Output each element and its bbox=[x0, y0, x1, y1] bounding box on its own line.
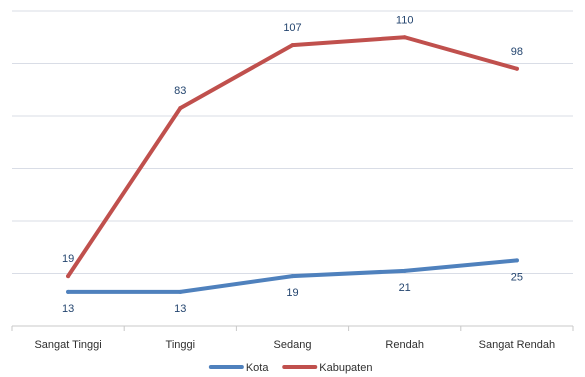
data-point bbox=[178, 106, 183, 111]
data-point bbox=[178, 289, 183, 294]
data-point bbox=[66, 274, 71, 279]
x-tick-label: Tinggi bbox=[166, 339, 196, 351]
data-label: 13 bbox=[62, 303, 74, 315]
x-tick-label: Sangat Rendah bbox=[479, 339, 555, 351]
x-tick-label: Rendah bbox=[385, 339, 424, 351]
data-label: 110 bbox=[396, 14, 414, 26]
legend-label-kota: Kota bbox=[246, 362, 270, 374]
data-point bbox=[514, 66, 519, 71]
data-point bbox=[402, 268, 407, 273]
data-point bbox=[290, 274, 295, 279]
data-label: 13 bbox=[174, 303, 186, 315]
x-tick-label: Sedang bbox=[274, 339, 312, 351]
data-point bbox=[290, 43, 295, 48]
data-point bbox=[66, 289, 71, 294]
series-line-kabupaten bbox=[66, 35, 519, 279]
data-label: 98 bbox=[511, 46, 523, 58]
data-label: 107 bbox=[283, 22, 301, 34]
data-point bbox=[402, 35, 407, 40]
data-label: 19 bbox=[62, 253, 74, 265]
data-point bbox=[514, 258, 519, 263]
data-label: 83 bbox=[174, 85, 186, 97]
data-label: 19 bbox=[286, 287, 298, 299]
legend-label-kabupaten: Kabupaten bbox=[319, 362, 372, 374]
x-tick-label: Sangat Tinggi bbox=[34, 339, 101, 351]
data-label: 25 bbox=[511, 271, 523, 283]
data-label: 21 bbox=[399, 282, 411, 294]
